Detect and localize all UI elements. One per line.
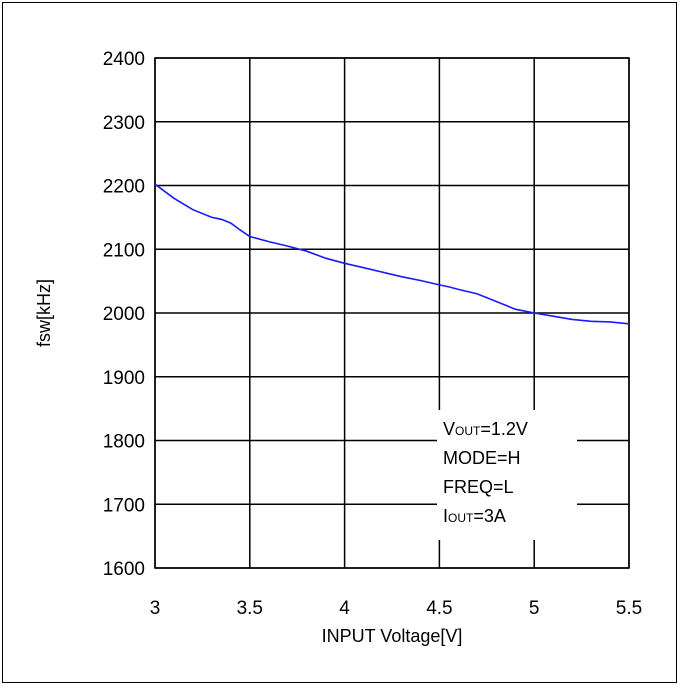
- y-tick-label: 1600: [103, 559, 145, 580]
- plot-area: [154, 57, 630, 569]
- y-tick-label: 2400: [103, 49, 145, 70]
- series-line-0: [154, 183, 630, 325]
- x-tick-label: 3: [150, 598, 161, 619]
- x-tick-label: 5.5: [616, 598, 642, 619]
- x-tick-label: 3.5: [237, 598, 263, 619]
- annotation-box: VOUT=1.2V MODE=H FREQ=L IOUT=3A: [437, 410, 577, 540]
- y-tick-label: 2300: [103, 113, 145, 134]
- x-tick-label: 4.5: [426, 598, 452, 619]
- y-tick-label: 2200: [103, 177, 145, 198]
- x-tick-label: 4: [339, 598, 350, 619]
- annotation-line-1: MODE=H: [443, 448, 521, 468]
- annotation-line-3: IOUT=3A: [443, 506, 506, 526]
- y-axis-label: fsw[kHz]: [34, 279, 54, 347]
- series-group: [154, 183, 630, 325]
- x-tick-labels: 3 3.5 4 4.5 5 5.5: [150, 598, 643, 619]
- annotation-background: [437, 410, 577, 540]
- y-tick-label: 1900: [103, 368, 145, 389]
- y-tick-label: 1700: [103, 495, 145, 516]
- annotation-line-0: VOUT=1.2V: [443, 419, 528, 439]
- y-tick-label: 2000: [103, 304, 145, 325]
- x-axis-label: INPUT Voltage[V]: [322, 626, 463, 646]
- y-tick-label: 1800: [103, 432, 145, 453]
- y-tick-labels: 1600 1700 1800 1900 2000 2100 2200 2300 2400: [103, 49, 145, 580]
- annotation-line-2: FREQ=L: [443, 477, 514, 497]
- y-tick-label: 2100: [103, 240, 145, 261]
- x-tick-label: 5: [529, 598, 540, 619]
